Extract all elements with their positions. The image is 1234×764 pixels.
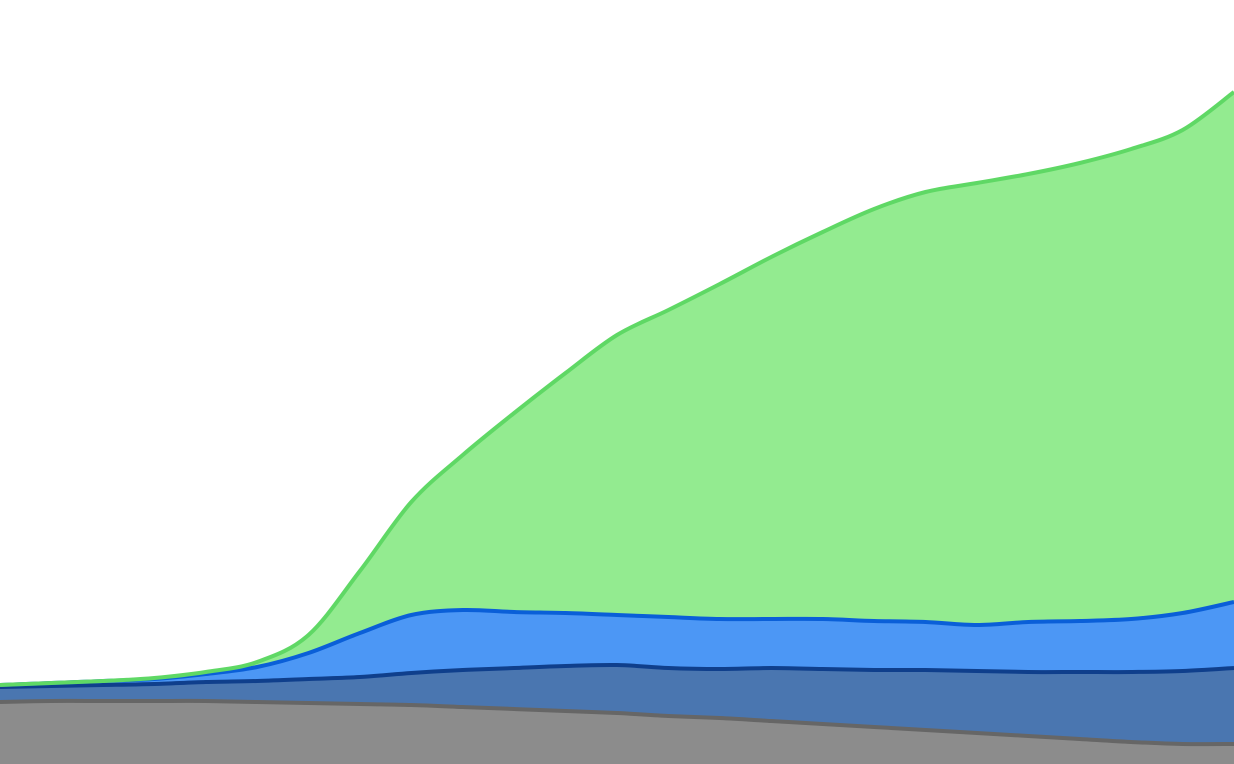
series-4-line	[0, 90, 1234, 687]
series-4-area	[0, 92, 1234, 685]
series-2-area	[0, 664, 1234, 745]
series-1-area	[0, 700, 1234, 764]
series-1-line	[0, 698, 1234, 747]
series-lines	[0, 90, 1234, 747]
series-2-line	[0, 662, 1234, 689]
